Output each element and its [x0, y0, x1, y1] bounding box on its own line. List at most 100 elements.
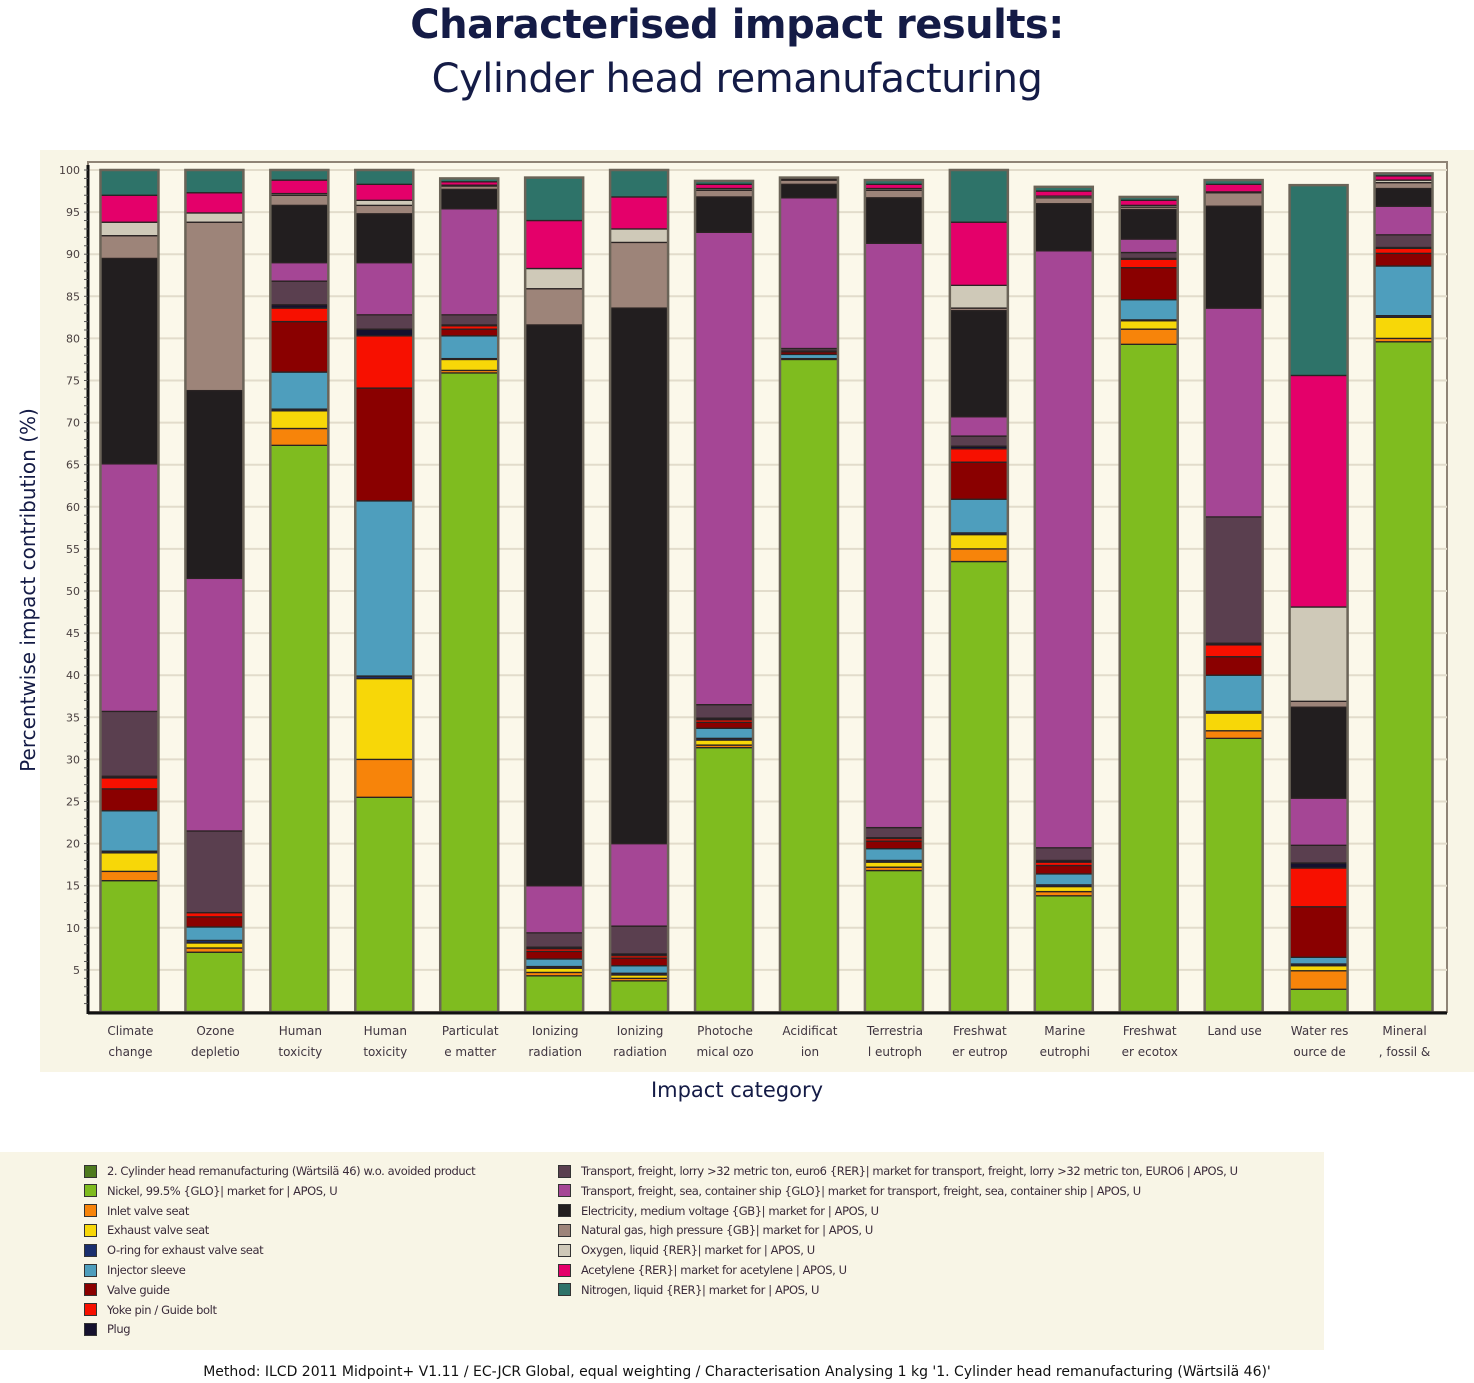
bar-segment [609, 965, 669, 974]
bar-segment [1373, 316, 1434, 340]
bar-segment [609, 925, 669, 955]
legend-label: Natural gas, high pressure {GB}| market … [581, 1223, 873, 1238]
bar-segment [864, 197, 924, 244]
legend-swatch [84, 1204, 97, 1218]
bar-segment [524, 975, 584, 1013]
stacked-bar-chart: 5 10 15 20 25 30 35 40 45 50 55 60 65 70 75 80 85 90 95 100… [59, 161, 1448, 1059]
legend-swatch [558, 1204, 571, 1218]
x-tick-label: e matter [444, 1045, 496, 1059]
legend-item: O-ring for exhaust valve seat [84, 1241, 264, 1259]
x-tick-label: radiation [613, 1045, 667, 1059]
bar-segment [1034, 197, 1094, 205]
legend-label: Transport, freight, sea, container ship … [581, 1183, 1141, 1198]
bar-segment [949, 448, 1009, 463]
bar-segment [864, 861, 924, 868]
bar-segment [949, 169, 1009, 223]
bar-segment [99, 810, 160, 852]
bar-segment [1288, 956, 1349, 965]
bar-segment [864, 189, 924, 199]
bar-segment [1034, 190, 1094, 197]
legend-label: Yoke pin / Guide bolt [107, 1302, 217, 1317]
bar-segment [439, 335, 499, 360]
bar-segment [184, 577, 245, 832]
bar-segment [439, 328, 499, 337]
bar-segment [1119, 199, 1179, 207]
bar-stack [354, 168, 415, 1014]
bar-segment [949, 284, 1009, 309]
x-tick-label: Terrestria [866, 1024, 923, 1038]
bar-segment [1373, 247, 1434, 255]
bar-segment [269, 261, 329, 282]
bar-segment [184, 169, 245, 194]
bar-segment [864, 840, 924, 850]
bar-segment [949, 221, 1009, 287]
bar-segment [609, 169, 669, 198]
bar-segment [269, 204, 329, 264]
x-tick-label: radiation [528, 1045, 582, 1059]
bar-segment [184, 221, 245, 392]
bar-segment [269, 307, 329, 323]
y-tick-label: 60 [66, 501, 80, 514]
bar-segment [524, 176, 584, 222]
bar-segment [694, 727, 754, 739]
bar-segment [524, 324, 584, 887]
bar-stack [523, 176, 585, 1014]
legend-item: Transport, freight, sea, container ship … [558, 1182, 1141, 1200]
bar-segment [949, 435, 1009, 447]
bar-segment [524, 267, 584, 290]
y-tick-label: 40 [66, 669, 80, 682]
bar-segment [269, 280, 329, 306]
x-tick-label: Water res [1291, 1024, 1349, 1038]
y-tick-label: 55 [66, 543, 80, 556]
bar-segment [1373, 265, 1434, 317]
x-tick-label: Ionizing [617, 1024, 664, 1038]
bar-segment [1204, 205, 1264, 309]
bar-segment [1204, 656, 1264, 676]
bar-segment [99, 194, 160, 223]
bar-segment [354, 199, 414, 207]
bar-segment [1119, 251, 1179, 260]
bar-stack [269, 168, 330, 1014]
legend-label: Plug [107, 1322, 131, 1337]
x-tick-label: Mineral [1382, 1024, 1426, 1038]
bar-segment [269, 320, 329, 373]
legend-label: Acetylene {RER}| market for acetylene | … [581, 1263, 847, 1277]
method-footnote: Method: ILCD 2011 Midpoint+ V1.11 / EC-J… [203, 1364, 1271, 1380]
x-tick-label: Particulat [442, 1024, 499, 1038]
legend-swatch [84, 1243, 97, 1257]
bar-segment [1288, 965, 1349, 972]
bar-segment [1373, 181, 1434, 190]
bar-segment [99, 777, 160, 790]
bar-segment [1288, 906, 1349, 958]
bar-segment [1119, 208, 1179, 240]
bar-segment [269, 427, 329, 446]
bar-segment [1119, 267, 1179, 301]
bar-segment [184, 212, 245, 223]
bar-segment [1288, 988, 1349, 1013]
x-tick-label: Acidificat [782, 1024, 837, 1038]
bar-stack [948, 168, 1010, 1014]
bar-segment [1034, 250, 1094, 849]
x-tick-labels: Climate change Ozone depletio Human toxicity H… [107, 1024, 1430, 1059]
y-tick-label: 15 [66, 880, 80, 893]
legend-item: 2. Cylinder head remanufacturing (Wärtsi… [84, 1162, 476, 1180]
bar-segment [354, 500, 414, 677]
legend-label: Electricity, medium voltage {GB}| market… [581, 1203, 879, 1218]
legend-swatch [84, 1283, 97, 1297]
bar-segment [609, 957, 669, 967]
x-tick-label: ource de [1293, 1045, 1345, 1059]
legend-swatch [84, 1322, 97, 1336]
bar-segment [354, 796, 414, 1013]
bar-segment [269, 444, 329, 1013]
bar-segment [1204, 516, 1264, 644]
x-tick-label: Human [364, 1024, 407, 1038]
bar-segment [269, 194, 329, 207]
y-tick-label: 50 [66, 585, 80, 598]
legend-swatch [558, 1283, 571, 1297]
legend-item: Natural gas, high pressure {GB}| market … [558, 1221, 873, 1239]
legend-label: Valve guide [107, 1282, 170, 1297]
x-tick-label: change [108, 1045, 152, 1059]
bar-segment [1204, 192, 1264, 207]
bar-segment [864, 848, 924, 862]
x-tick-label: eutrophi [1040, 1045, 1090, 1059]
